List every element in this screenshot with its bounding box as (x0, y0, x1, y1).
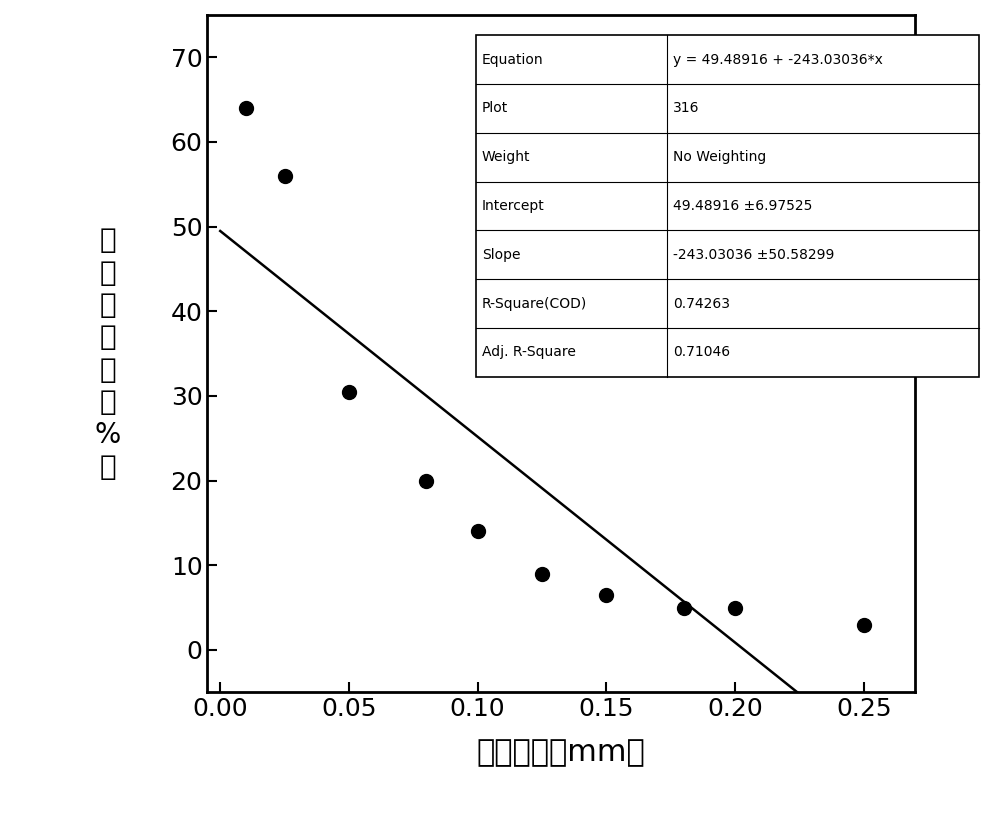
Text: 49.48916 ±6.97525: 49.48916 ±6.97525 (673, 199, 813, 213)
Text: y = 49.48916 + -243.03036*x: y = 49.48916 + -243.03036*x (673, 53, 883, 67)
Point (534, 567, 550, 580)
Text: Weight: Weight (482, 151, 531, 165)
Point (676, 601, 692, 614)
Point (341, 385, 357, 398)
Text: Plot: Plot (482, 101, 508, 115)
Text: Slope: Slope (482, 248, 521, 262)
Text: No Weighting: No Weighting (673, 151, 766, 165)
Point (727, 601, 743, 614)
Text: Adj. R-Square: Adj. R-Square (482, 346, 576, 360)
Text: -243.03036 ±50.58299: -243.03036 ±50.58299 (673, 248, 835, 262)
Point (856, 618, 872, 631)
Y-axis label: 紫
外
透
射
率
（
%
）: 紫 外 透 射 率 （ % ） (95, 226, 121, 481)
Point (470, 525, 486, 538)
Text: R-Square(COD): R-Square(COD) (482, 296, 587, 310)
Point (418, 474, 434, 487)
Text: 316: 316 (673, 101, 700, 115)
Text: 316nm: 316nm (723, 35, 894, 78)
Point (598, 588, 614, 602)
Text: Equation: Equation (482, 53, 544, 67)
Text: 0.74263: 0.74263 (673, 296, 730, 310)
Text: Intercept: Intercept (482, 199, 545, 213)
X-axis label: 藄膜厅度（mm）: 藄膜厅度（mm） (477, 738, 646, 767)
Point (238, 101, 254, 114)
Point (277, 170, 293, 183)
Text: 0.71046: 0.71046 (673, 346, 730, 360)
FancyBboxPatch shape (476, 35, 979, 377)
